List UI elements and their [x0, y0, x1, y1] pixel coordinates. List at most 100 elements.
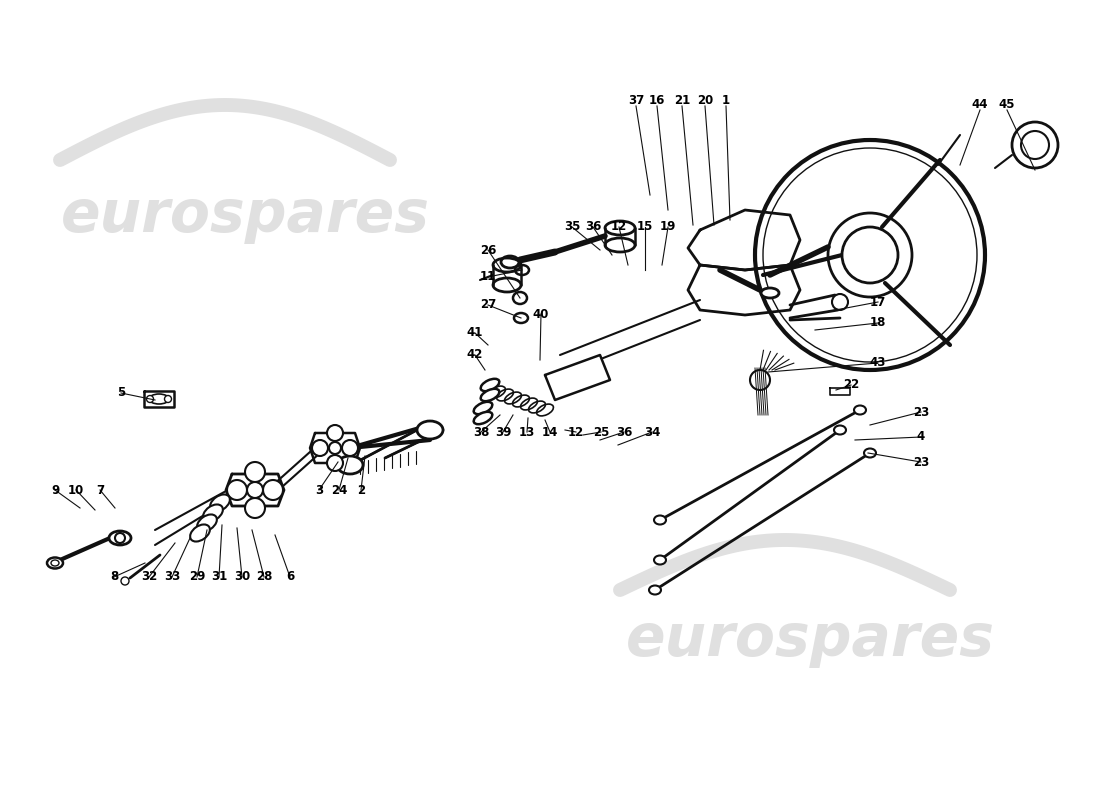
Ellipse shape: [190, 525, 210, 542]
Ellipse shape: [834, 426, 846, 434]
Text: 17: 17: [870, 295, 887, 309]
Text: 28: 28: [256, 570, 272, 583]
Text: 30: 30: [234, 570, 250, 583]
Text: 1: 1: [722, 94, 730, 106]
Text: 42: 42: [466, 349, 483, 362]
Circle shape: [165, 395, 172, 402]
Text: 33: 33: [164, 570, 180, 583]
Text: 37: 37: [628, 94, 645, 106]
Polygon shape: [688, 210, 800, 270]
Text: 4: 4: [917, 430, 925, 443]
Ellipse shape: [51, 560, 59, 566]
Circle shape: [329, 442, 341, 454]
Text: 13: 13: [519, 426, 535, 438]
Text: 22: 22: [843, 378, 859, 391]
Text: 11: 11: [480, 270, 496, 283]
Polygon shape: [355, 430, 443, 463]
Ellipse shape: [197, 514, 217, 531]
Polygon shape: [310, 433, 360, 463]
Text: eurospares: eurospares: [60, 186, 429, 243]
Ellipse shape: [761, 288, 779, 298]
Ellipse shape: [654, 515, 666, 525]
Text: 12: 12: [568, 426, 584, 438]
Circle shape: [327, 425, 343, 441]
Text: 2: 2: [356, 483, 365, 497]
Text: 36: 36: [616, 426, 632, 438]
Text: 9: 9: [51, 483, 59, 497]
Text: 16: 16: [649, 94, 666, 106]
Ellipse shape: [854, 406, 866, 414]
Polygon shape: [226, 474, 284, 506]
Circle shape: [248, 482, 263, 498]
Text: 29: 29: [189, 570, 206, 583]
Ellipse shape: [654, 555, 666, 565]
Text: 12: 12: [610, 221, 627, 234]
Ellipse shape: [514, 313, 528, 323]
Ellipse shape: [481, 389, 499, 401]
Circle shape: [327, 455, 343, 471]
Ellipse shape: [649, 586, 661, 594]
Text: 5: 5: [117, 386, 125, 399]
Text: 3: 3: [315, 483, 323, 497]
Text: 40: 40: [532, 307, 549, 321]
Circle shape: [342, 440, 358, 456]
Circle shape: [245, 498, 265, 518]
Ellipse shape: [474, 412, 493, 424]
Circle shape: [245, 462, 265, 482]
Ellipse shape: [513, 292, 527, 304]
Text: 43: 43: [870, 357, 887, 370]
Ellipse shape: [500, 256, 519, 268]
Text: 32: 32: [141, 570, 157, 583]
Text: 26: 26: [480, 243, 496, 257]
Text: 23: 23: [913, 406, 930, 418]
Text: 19: 19: [660, 221, 676, 234]
Text: 10: 10: [68, 483, 84, 497]
Circle shape: [1021, 131, 1049, 159]
Circle shape: [263, 480, 283, 500]
Circle shape: [1012, 122, 1058, 168]
Text: 20: 20: [697, 94, 713, 106]
Circle shape: [832, 294, 848, 310]
Ellipse shape: [515, 265, 529, 275]
Text: 23: 23: [913, 455, 930, 469]
Ellipse shape: [481, 379, 499, 391]
Ellipse shape: [148, 394, 169, 404]
Text: 38: 38: [473, 426, 490, 438]
Ellipse shape: [864, 449, 876, 458]
Text: 41: 41: [466, 326, 483, 339]
Ellipse shape: [474, 402, 493, 414]
Text: 14: 14: [542, 426, 558, 438]
Text: 8: 8: [110, 570, 118, 583]
Polygon shape: [560, 300, 700, 375]
Text: 25: 25: [593, 426, 609, 438]
Ellipse shape: [204, 505, 223, 522]
Text: 31: 31: [211, 570, 227, 583]
Polygon shape: [688, 265, 800, 315]
Text: 6: 6: [286, 570, 294, 583]
Circle shape: [842, 227, 898, 283]
Polygon shape: [830, 388, 850, 395]
Text: 18: 18: [870, 317, 887, 330]
Circle shape: [116, 533, 125, 543]
Text: 39: 39: [495, 426, 512, 438]
Circle shape: [227, 480, 248, 500]
Polygon shape: [144, 391, 174, 407]
Text: 15: 15: [637, 221, 653, 234]
Text: 36: 36: [585, 221, 602, 234]
Text: 7: 7: [96, 483, 104, 497]
Text: 35: 35: [564, 221, 580, 234]
Circle shape: [146, 395, 154, 402]
Text: 24: 24: [331, 483, 348, 497]
Ellipse shape: [109, 531, 131, 545]
Text: 34: 34: [644, 426, 660, 438]
Text: eurospares: eurospares: [626, 611, 994, 669]
Circle shape: [121, 577, 129, 585]
Ellipse shape: [47, 558, 63, 569]
Ellipse shape: [417, 421, 443, 439]
Text: 45: 45: [999, 98, 1015, 110]
Polygon shape: [544, 355, 610, 400]
Text: 27: 27: [480, 298, 496, 311]
Ellipse shape: [337, 456, 363, 474]
Circle shape: [312, 440, 328, 456]
Text: 44: 44: [971, 98, 988, 110]
